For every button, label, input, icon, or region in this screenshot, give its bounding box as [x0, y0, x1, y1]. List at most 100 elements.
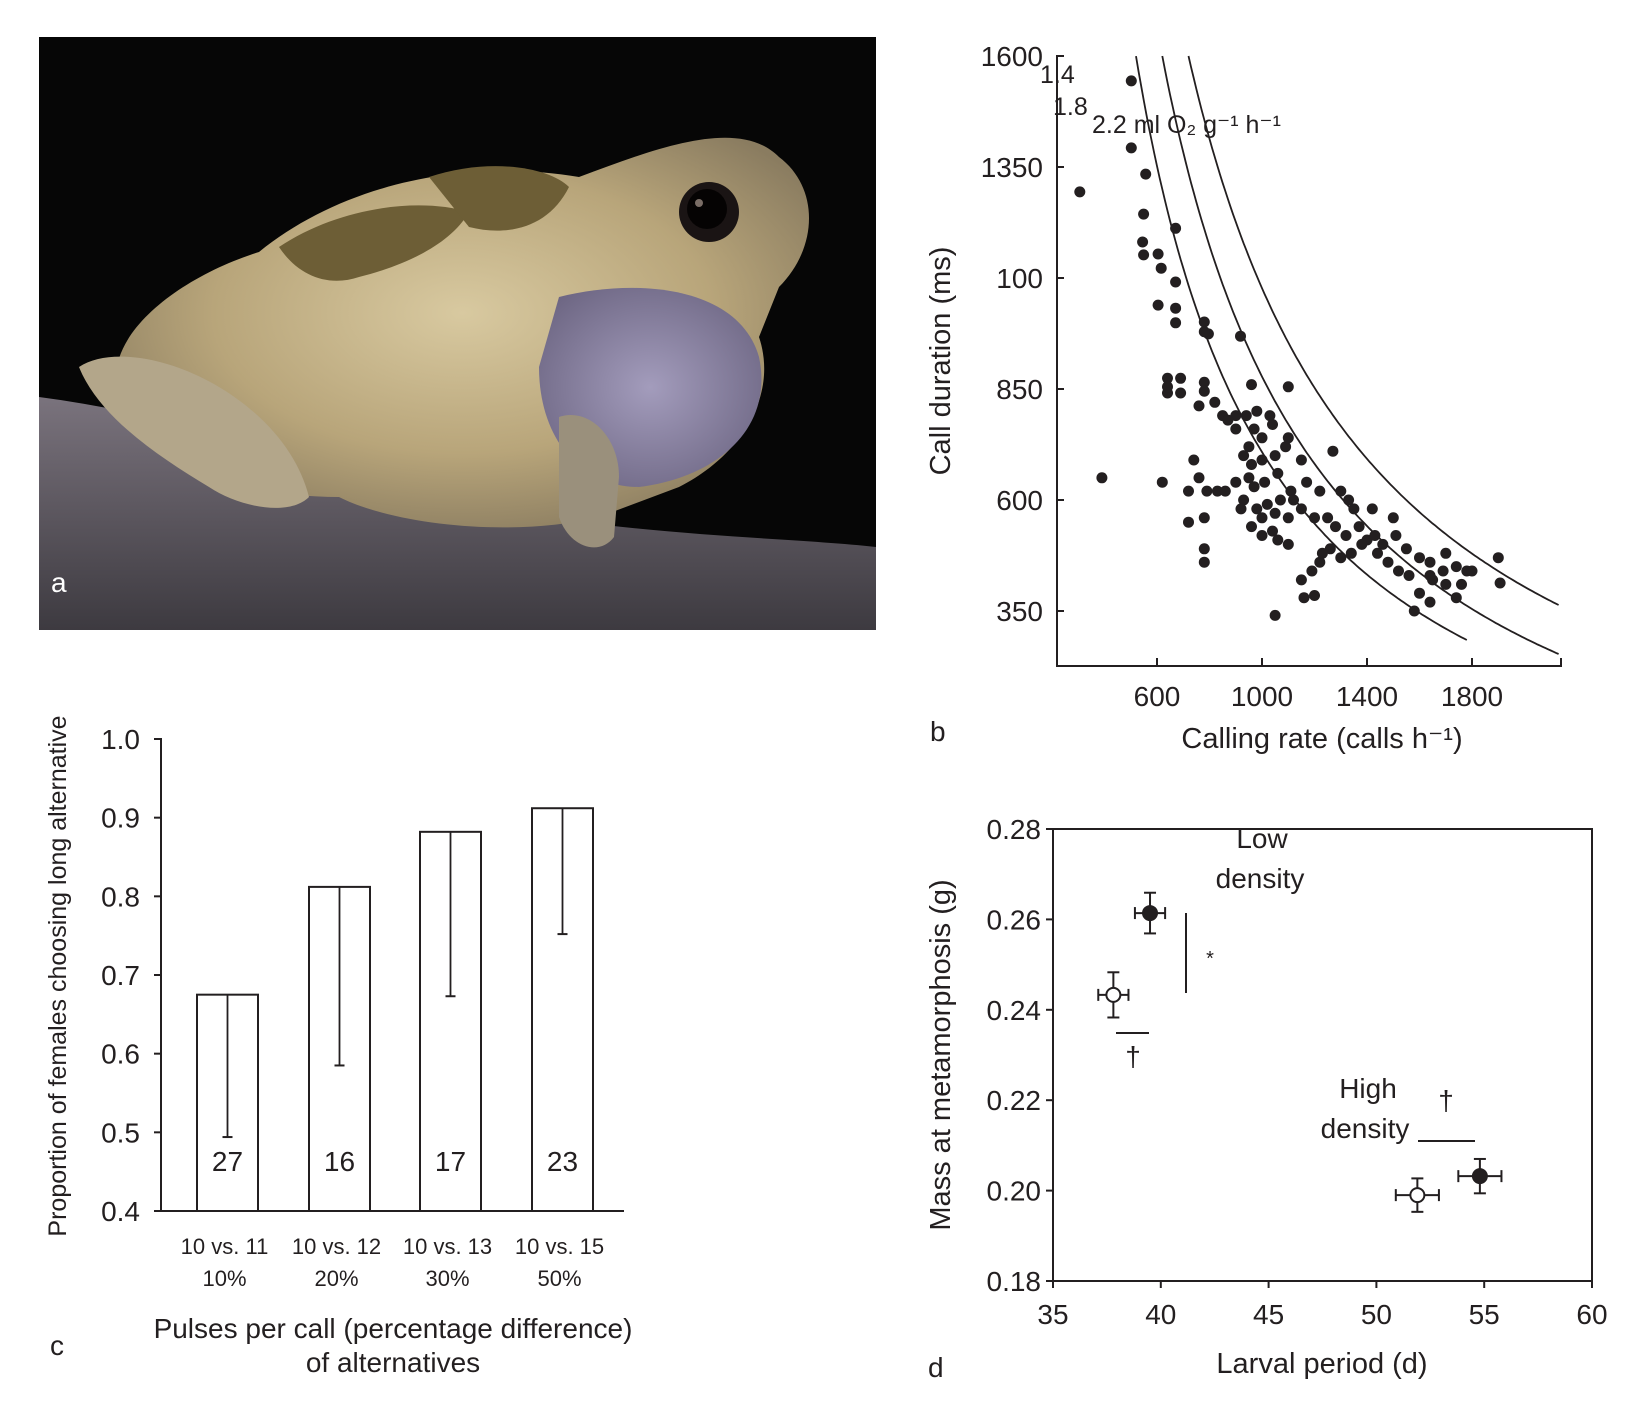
panel-b-point	[1198, 376, 1210, 388]
panel-b-point	[1096, 472, 1108, 484]
panel-c-ytick-label: 0.5	[101, 1117, 140, 1148]
panel-d-frame	[1052, 828, 1593, 1282]
panel-b-point	[1240, 410, 1252, 422]
panel-b-point	[1170, 276, 1182, 288]
panel-d-xtick-label: 55	[1469, 1299, 1500, 1330]
panel-b-point	[1256, 454, 1268, 466]
panel-b-point	[1369, 530, 1381, 541]
panel-d-dagger-low: †	[1125, 1041, 1141, 1072]
panel-b-curve-1-8	[1161, 55, 1559, 655]
panel-b-curve-label-1-8: 1.8	[1053, 93, 1088, 121]
panel-d-xtick-label: 50	[1361, 1299, 1392, 1330]
panel-b-point	[1140, 168, 1152, 180]
panel-b-point	[1264, 410, 1276, 422]
panel-b-point	[1301, 476, 1313, 488]
panel-b-point	[1440, 547, 1452, 559]
panel-c-ytick-label: 1.0	[101, 724, 140, 755]
panel-b-point	[1074, 186, 1086, 198]
panel-b-curve-2-2	[1187, 55, 1560, 606]
panel-b-point	[1408, 605, 1420, 617]
panel-b-ytick-label: 850	[996, 374, 1043, 405]
panel-d-low-label: Low	[1236, 823, 1288, 854]
panel-b-point	[1138, 249, 1150, 261]
panel-c-ytick-label: 0.7	[101, 960, 140, 991]
panel-b-point	[1348, 503, 1360, 515]
panel-c-ytick-label: 0.4	[101, 1196, 140, 1227]
panel-b-point	[1235, 503, 1247, 515]
panel-b-point	[1400, 543, 1412, 555]
panel-b-point	[1198, 385, 1210, 397]
panel-d-dagger-high: †	[1438, 1085, 1454, 1116]
panel-b-point	[1340, 530, 1352, 541]
panel-b-point	[1335, 485, 1347, 497]
panel-c-xlabel-line2: of alternatives	[306, 1347, 480, 1378]
panel-b-point	[1494, 577, 1506, 589]
panel-b-point	[1256, 530, 1268, 541]
panel-b-point	[1366, 503, 1378, 515]
panel-b-point	[1437, 565, 1449, 577]
panel-c-xtick-label: 10 vs. 11	[181, 1234, 269, 1259]
panel-d-ytick-label: 0.26	[987, 904, 1042, 935]
panel-d-high-label-2: density	[1321, 1113, 1410, 1144]
panel-b-point	[1282, 538, 1294, 550]
panel-b-point	[1261, 498, 1273, 510]
panel-b-point	[1327, 445, 1339, 457]
panel-b-point	[1256, 432, 1268, 444]
panel-b-point	[1193, 472, 1205, 484]
panel-b-point	[1353, 521, 1365, 533]
panel-b-point	[1235, 330, 1246, 342]
panel-b-point	[1456, 578, 1467, 590]
panel-b-point	[1246, 521, 1257, 533]
panel-b-curve-label-1-4: 1.4	[1040, 61, 1075, 89]
panel-b-point	[1156, 476, 1168, 488]
panel-b-point	[1183, 516, 1194, 528]
panel-b-ylabel: Call duration (ms)	[925, 247, 957, 476]
panel-d-ytick-label: 0.18	[987, 1266, 1042, 1297]
panel-b-point	[1269, 507, 1281, 519]
panel-b-point	[1198, 556, 1210, 568]
panel-b-point	[1125, 142, 1137, 154]
panel-d-xtick-label: 40	[1145, 1299, 1176, 1330]
panel-b-point	[1424, 596, 1436, 608]
panel-b-point	[1238, 494, 1250, 506]
panel-b-point	[1382, 556, 1394, 568]
panel-b-point	[1170, 317, 1182, 329]
panel-b-point	[1387, 512, 1399, 524]
panel-d-low-label-2: density	[1216, 863, 1305, 894]
panel-b-point	[1330, 521, 1341, 533]
panel-letter-d: d	[928, 1352, 944, 1383]
panel-d-xtick-label: 60	[1576, 1299, 1607, 1330]
panel-b-point	[1450, 561, 1462, 573]
panel-c-xtick-pct: 30%	[425, 1266, 469, 1291]
panel-b-point	[1335, 552, 1347, 564]
panel-b-point	[1175, 387, 1187, 399]
panel-b-point	[1314, 556, 1326, 568]
panel-b-point	[1211, 485, 1223, 497]
panel-b-point	[1282, 381, 1294, 393]
panel-b-point	[1356, 538, 1368, 550]
panel-b-point	[1295, 503, 1307, 515]
panel-b-point	[1274, 494, 1286, 506]
panel-b-point	[1492, 552, 1504, 564]
panel-b-point	[1269, 609, 1281, 621]
panel-b-point	[1267, 525, 1278, 537]
panel-b-point	[1295, 454, 1307, 466]
panel-b-ytick-label: 600	[996, 485, 1043, 516]
panel-b-point	[1288, 494, 1299, 506]
panel-d-xtick-label: 35	[1037, 1299, 1068, 1330]
panel-c-n-label: 16	[324, 1146, 355, 1177]
panel-b-point	[1466, 565, 1478, 577]
panel-b-point	[1219, 485, 1231, 497]
panel-b-point	[1322, 512, 1334, 524]
panel-b-point	[1152, 248, 1164, 260]
panel-b-point	[1170, 302, 1182, 314]
panel-b-point	[1162, 381, 1173, 393]
panel-b-point	[1137, 236, 1149, 248]
panel-b-point	[1152, 299, 1164, 311]
panel-b-point	[1170, 222, 1182, 234]
panel-b-point	[1440, 578, 1452, 590]
panel-b-point	[1198, 543, 1210, 555]
panel-c-ylabel: Proportion of females choosing long alte…	[44, 715, 72, 1236]
panel-b-point	[1243, 441, 1255, 453]
panel-b-point	[1125, 75, 1137, 87]
